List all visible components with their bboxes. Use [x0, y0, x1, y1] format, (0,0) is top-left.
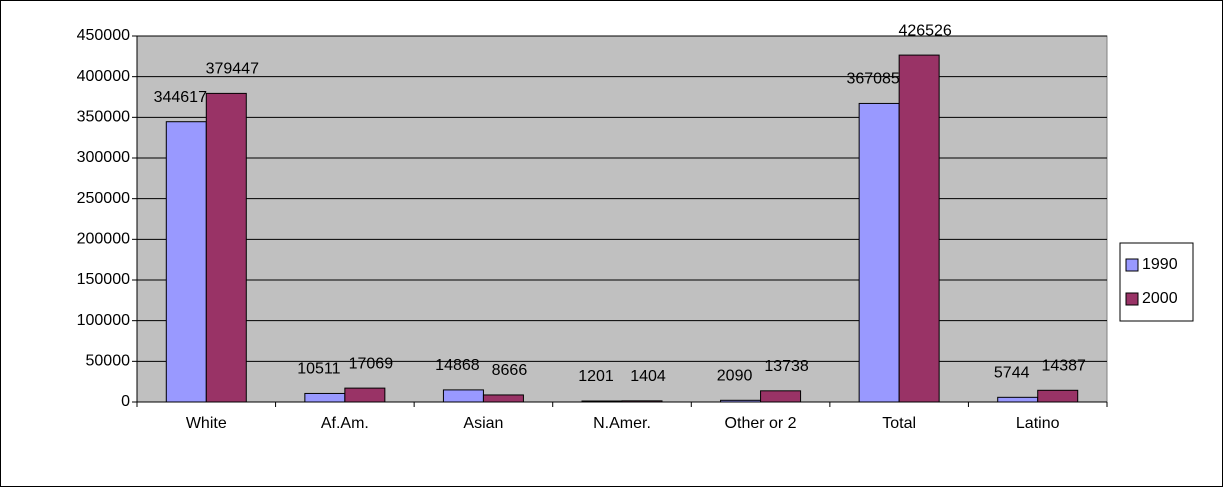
data-label: 8666: [492, 362, 528, 379]
data-label: 14387: [1041, 358, 1086, 375]
data-label: 426526: [898, 22, 951, 39]
y-tick-label: 200000: [77, 231, 130, 248]
x-tick-label: Total: [882, 415, 916, 432]
y-tick-label: 150000: [77, 271, 130, 288]
x-tick-label: White: [186, 415, 227, 432]
bar: [621, 400, 663, 403]
bar: [165, 121, 207, 403]
bar: [442, 389, 484, 403]
legend-box: [1119, 242, 1194, 322]
bar: [1037, 389, 1079, 403]
bar: [344, 387, 386, 403]
legend-label: 1990: [1142, 256, 1178, 273]
data-label: 1201: [578, 368, 614, 385]
x-tick-label: Asian: [463, 415, 503, 432]
legend-swatch: [1125, 258, 1139, 272]
data-label: 367085: [846, 71, 899, 88]
x-tick-label: Latino: [1016, 415, 1060, 432]
data-label: 379447: [206, 61, 259, 78]
y-tick-label: 400000: [77, 68, 130, 85]
y-tick-label: 50000: [86, 353, 131, 370]
x-tick-label: Af.Am.: [321, 415, 369, 432]
bar: [898, 54, 940, 403]
y-tick-label: 100000: [77, 312, 130, 329]
bar: [760, 390, 802, 403]
x-tick-label: N.Amer.: [593, 415, 651, 432]
bar: [205, 92, 247, 403]
bar: [720, 399, 762, 403]
y-tick-label: 350000: [77, 109, 130, 126]
data-label: 1404: [630, 368, 666, 385]
bar: [581, 400, 623, 403]
bar: [997, 396, 1039, 403]
bar: [304, 392, 346, 403]
data-label: 17069: [349, 355, 394, 372]
data-label: 2090: [717, 368, 753, 385]
data-label: 13738: [764, 358, 809, 375]
y-tick-label: 300000: [77, 149, 130, 166]
bar: [482, 394, 524, 403]
data-label: 14868: [435, 357, 480, 374]
bar: [858, 102, 900, 403]
data-label: 5744: [994, 365, 1030, 382]
y-tick-label: 0: [121, 393, 130, 410]
y-tick-label: 250000: [77, 190, 130, 207]
legend-swatch: [1125, 292, 1139, 306]
x-tick-label: Other or 2: [725, 415, 797, 432]
y-tick-label: 450000: [77, 27, 130, 44]
legend-label: 2000: [1142, 290, 1178, 307]
plot-area: [136, 35, 1108, 403]
data-label: 344617: [154, 89, 207, 106]
data-label: 10511: [297, 361, 340, 378]
